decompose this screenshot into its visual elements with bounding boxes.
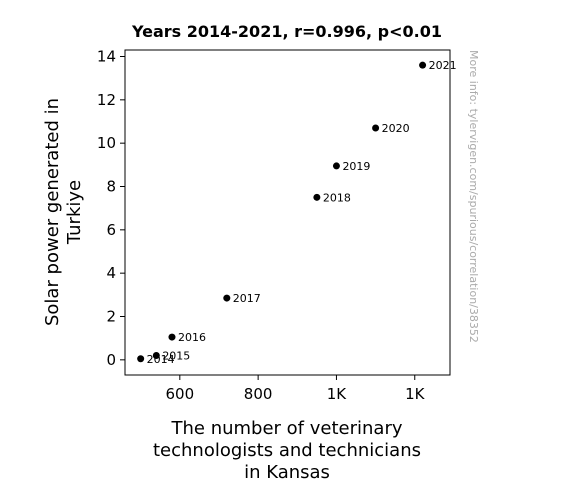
plot-frame (124, 49, 451, 376)
data-point (332, 162, 340, 170)
x-axis-label-line: in Kansas (244, 462, 330, 483)
data-point-label: 2018 (323, 191, 351, 204)
data-point (168, 333, 176, 341)
x-tick-label: 800 (244, 385, 273, 403)
y-tick-label: 4 (106, 264, 116, 282)
data-point (152, 352, 160, 359)
plot-area (124, 49, 451, 376)
x-axis-label-line: technologists and technicians (153, 440, 421, 461)
data-point-label: 2020 (382, 122, 410, 135)
x-tick-label: 1K (405, 385, 426, 403)
y-axis: 0 2 4 6 8 10 12 14 (97, 48, 125, 369)
x-axis: 600 800 1K 1K (165, 375, 426, 403)
y-tick-label: 8 (106, 178, 116, 196)
y-axis-label-line: Solar power generated in (42, 98, 63, 326)
x-axis-label-line: The number of veterinary (171, 418, 403, 439)
data-point (313, 193, 321, 201)
watermark-text: More info: tylervigen.com/spurious/corre… (467, 50, 480, 343)
data-point (419, 61, 427, 69)
data-point-label: 2016 (178, 331, 206, 344)
x-tick-label: 600 (165, 385, 194, 403)
chart-title: Years 2014-2021, r=0.996, p<0.01 (131, 22, 442, 41)
y-tick-label: 2 (106, 308, 116, 326)
y-tick-label: 10 (97, 134, 116, 152)
data-point (372, 124, 380, 132)
data-point (137, 355, 145, 363)
y-tick-label: 6 (106, 221, 116, 239)
data-point (223, 294, 231, 302)
y-axis-label: Solar power generated inTurkiye (42, 98, 85, 326)
y-tick-label: 14 (97, 48, 116, 66)
data-point-label: 2019 (342, 160, 370, 173)
y-axis-label-line: Turkiye (64, 180, 85, 245)
data-point-label: 2015 (162, 350, 190, 363)
y-tick-label: 12 (97, 91, 116, 109)
y-tick-label: 0 (106, 351, 116, 369)
x-axis-label: The number of veterinary technologists an… (153, 418, 421, 483)
x-tick-label: 1K (327, 385, 348, 403)
data-point-label: 2021 (429, 59, 457, 72)
data-point-label: 2017 (233, 292, 261, 305)
